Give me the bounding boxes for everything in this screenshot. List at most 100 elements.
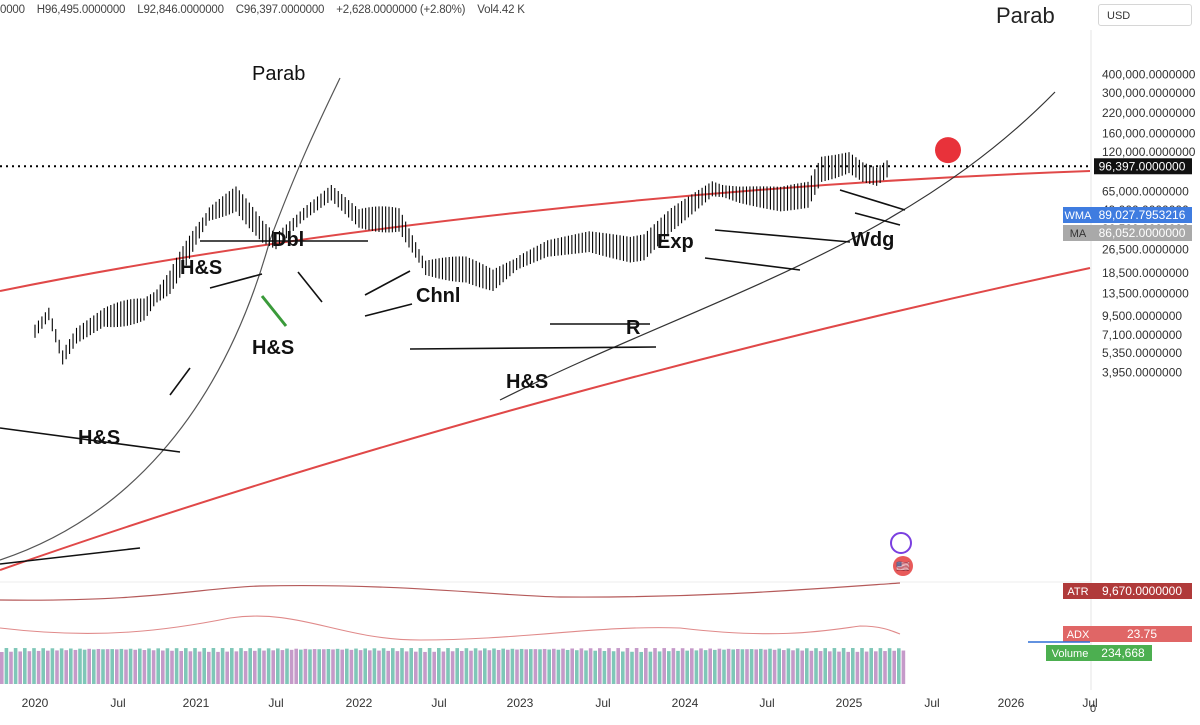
volume-bar <box>151 650 156 684</box>
parabolic-trendline <box>499 91 1056 401</box>
volume-bar <box>625 648 630 684</box>
volume-bar <box>414 651 418 684</box>
x-tick-label: 2025 <box>836 696 863 710</box>
volume-bar <box>92 649 96 684</box>
volume-bar <box>248 648 252 684</box>
y-tick-label: 18,500.0000000 <box>1102 266 1189 280</box>
volume-bar <box>101 649 105 684</box>
volume-bar <box>64 650 68 684</box>
corner-annotation: Parab <box>996 3 1055 28</box>
volume-bar <box>345 648 349 684</box>
low-value: L92,846.0000000 <box>137 4 224 16</box>
volume-bar <box>878 648 883 684</box>
volume-bar <box>598 648 602 684</box>
volume-bar <box>653 648 657 684</box>
ma-tag <box>1094 225 1192 241</box>
highlight-segment <box>260 295 288 327</box>
volume-bar <box>423 651 427 684</box>
volume-bar <box>326 649 331 684</box>
ai-icon[interactable] <box>890 532 912 554</box>
volume-bar <box>685 650 689 684</box>
adx-tag <box>1094 626 1192 642</box>
volume-bar <box>303 648 308 684</box>
volume-bar <box>115 649 119 684</box>
volume-bar <box>588 648 593 684</box>
volume-bar <box>202 648 206 684</box>
volume-bar <box>299 649 303 684</box>
volume-bar <box>745 649 749 684</box>
change-value: +2,628.0000000 (+2.80%) <box>336 4 466 16</box>
volume-value: Vol4.42 K <box>477 4 525 16</box>
volume-bar <box>777 648 781 684</box>
volume-bar <box>561 648 565 684</box>
volume-bar <box>501 648 505 684</box>
adx-label: ADX <box>1067 629 1090 641</box>
volume-bar <box>506 649 510 684</box>
volume-tag <box>1094 645 1152 661</box>
atr-line <box>0 582 901 601</box>
volume-value: 234,668 <box>1101 646 1145 660</box>
volume-bar <box>786 648 791 684</box>
volume-bar <box>381 648 386 684</box>
open-value: 0000 <box>0 4 25 16</box>
volume-bar <box>207 651 211 684</box>
chart-annotation: H&S <box>180 257 222 279</box>
x-tick-label: Jul <box>431 696 446 710</box>
y-tick-label: 9,500.0000000 <box>1102 309 1182 323</box>
volume-bar <box>828 651 832 684</box>
volume-bar <box>409 648 413 684</box>
volume-bar <box>483 648 487 684</box>
volume-bar <box>846 651 850 684</box>
volume-bar <box>772 649 777 684</box>
wma-tag <box>1094 207 1192 223</box>
volume-bar <box>50 648 55 684</box>
volume-bar <box>179 651 183 684</box>
volume-bar <box>377 650 381 684</box>
currency-selector[interactable]: USD <box>1098 4 1192 26</box>
y-tick-label: 13,500.0000000 <box>1102 286 1189 300</box>
pattern-trendline <box>364 270 411 296</box>
volume-bar <box>23 648 27 684</box>
volume-bar <box>197 651 202 684</box>
volume-bar <box>271 650 275 684</box>
channel-line-upper <box>0 170 1091 292</box>
volume-bar <box>795 648 800 684</box>
volume-bar <box>331 649 335 684</box>
volume-bar <box>874 651 878 684</box>
chart-annotation: Exp <box>657 231 694 253</box>
volume-bar <box>538 649 542 684</box>
x-tick-label: 2020 <box>22 696 49 710</box>
volume-bar <box>726 648 731 684</box>
x-tick-label: Jul <box>268 696 283 710</box>
volume-bar <box>294 648 298 684</box>
volume-bar <box>584 650 588 684</box>
wma-label: WMA <box>1065 210 1093 222</box>
volume-bar <box>492 648 496 684</box>
volume-bar <box>372 648 377 684</box>
volume-bar <box>731 649 735 684</box>
volume-bar <box>768 648 772 684</box>
atr-label-bg <box>1063 583 1094 599</box>
volume-bar <box>78 648 82 684</box>
volume-bar <box>556 649 561 684</box>
adx-line <box>0 615 901 641</box>
y-tick-label: 7,100.0000000 <box>1102 328 1182 342</box>
parabolic-curve <box>0 77 341 561</box>
volume-bar <box>616 648 620 684</box>
flag-icon[interactable] <box>893 556 913 576</box>
volume-bar <box>782 650 786 684</box>
volume-bar <box>124 649 128 684</box>
y-tick-label: 160,000.0000000 <box>1102 127 1196 141</box>
volume-bar <box>234 651 239 684</box>
volume-bar <box>460 650 464 684</box>
pattern-trendline <box>0 547 141 565</box>
current-price-value: 96,397.0000000 <box>1099 159 1186 173</box>
volume-bar <box>805 648 809 684</box>
volume-bar <box>713 649 717 684</box>
volume-bar <box>349 649 354 684</box>
volume-bar <box>823 648 827 684</box>
volume-bar <box>524 649 528 684</box>
chart-annotation: Chnl <box>416 285 460 307</box>
